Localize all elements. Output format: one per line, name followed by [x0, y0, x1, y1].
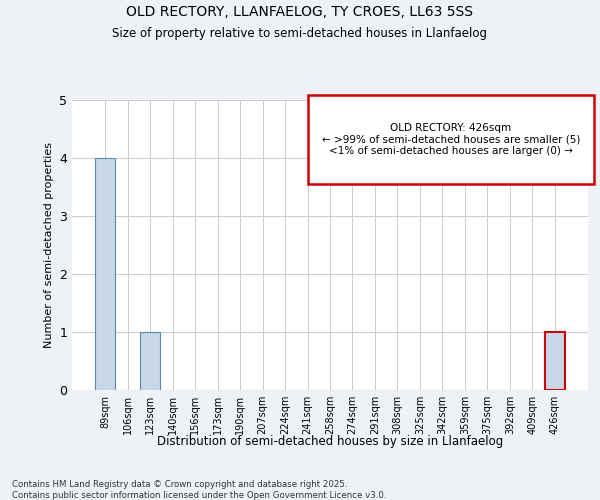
- Text: Contains HM Land Registry data © Crown copyright and database right 2025.
Contai: Contains HM Land Registry data © Crown c…: [12, 480, 386, 500]
- Text: OLD RECTORY, LLANFAELOG, TY CROES, LL63 5SS: OLD RECTORY, LLANFAELOG, TY CROES, LL63 …: [127, 5, 473, 19]
- Text: OLD RECTORY: 426sqm
← >99% of semi-detached houses are smaller (5)
<1% of semi-d: OLD RECTORY: 426sqm ← >99% of semi-detac…: [322, 122, 580, 156]
- Text: Distribution of semi-detached houses by size in Llanfaelog: Distribution of semi-detached houses by …: [157, 435, 503, 448]
- Text: Size of property relative to semi-detached houses in Llanfaelog: Size of property relative to semi-detach…: [113, 28, 487, 40]
- Bar: [140, 332, 160, 390]
- Bar: [95, 158, 115, 390]
- Y-axis label: Number of semi-detached properties: Number of semi-detached properties: [44, 142, 53, 348]
- Bar: [545, 332, 565, 390]
